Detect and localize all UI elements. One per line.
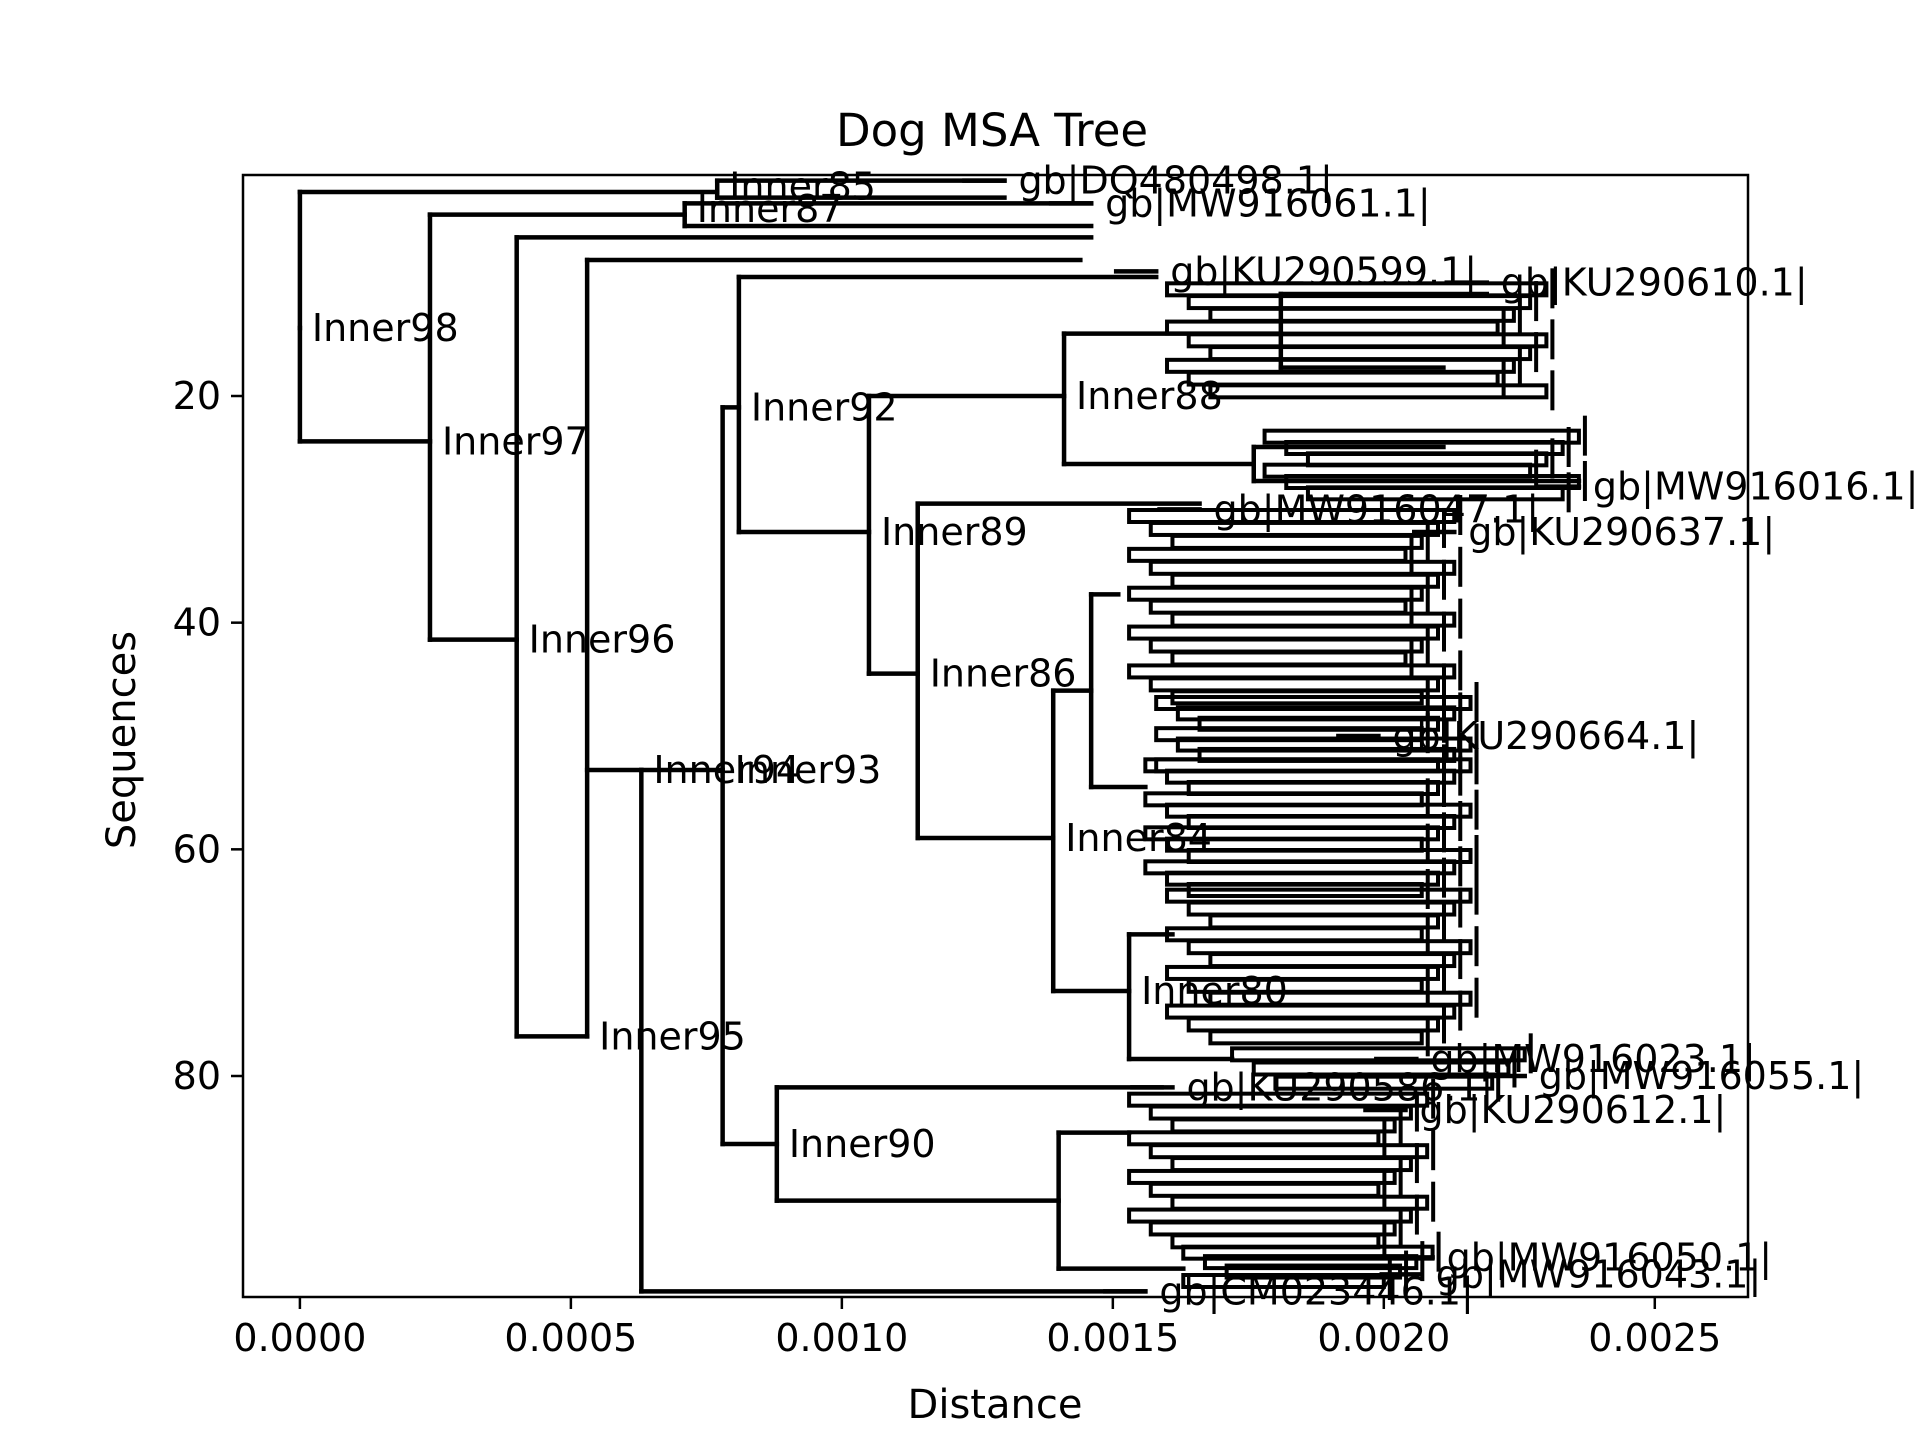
leaf-cluster-box: [1148, 559, 1457, 576]
internal-node-label: Inner86: [930, 652, 1077, 696]
leaf-label: gb|MW916055.1|: [1539, 1054, 1865, 1099]
leaf-cluster-box: [1181, 1244, 1435, 1261]
leaf-cluster-box: [1208, 345, 1533, 362]
leaf-cluster-box: [1186, 900, 1457, 917]
y-axis-label: Sequences: [99, 631, 145, 849]
leaf-cluster-box: [1186, 294, 1533, 311]
x-tick-label: 0.0015: [1046, 1316, 1179, 1360]
leaf-cluster-box: [1186, 370, 1500, 387]
leaf-cluster-box: [1186, 332, 1549, 349]
leaf-cluster-box: [1148, 598, 1408, 615]
leaf-cluster-box: [1170, 572, 1441, 589]
leaf-cluster-box: [1170, 533, 1424, 550]
leaf-cluster-box: [1127, 1168, 1397, 1185]
y-axis-ticks: 20 40 60 80: [173, 374, 243, 1098]
leaf-cluster-box: [1165, 926, 1424, 943]
leaf-cluster-box: [1181, 1273, 1386, 1289]
dense-leaf-clusters: [1127, 268, 1587, 1300]
leaf-cluster-box: [1127, 585, 1424, 602]
leaf-cluster-box: [1230, 1046, 1527, 1063]
internal-node-label: Inner84: [1065, 816, 1212, 860]
leaf-label: gb|KU290610.1|: [1501, 261, 1808, 306]
leaf-cluster-box: [1208, 1029, 1424, 1046]
chart-title: Dog MSA Tree: [836, 104, 1148, 157]
leaf-label: gb|MW916047.1|: [1214, 487, 1540, 532]
leaf-label: gb|MW916016.1|: [1593, 465, 1919, 510]
internal-node-label: Inner98: [312, 306, 459, 350]
internal-node-label: Inner94: [653, 748, 800, 792]
node-labels: Inner98Inner97Inner96Inner95Inner94Inner…: [312, 159, 1919, 1315]
leaf-label: gb|DQ480498.1|: [1018, 159, 1332, 204]
leaf-cluster-box: [1224, 1263, 1403, 1280]
leaf-cluster-box: [1208, 306, 1516, 323]
internal-node-label: Inner89: [881, 510, 1028, 554]
leaf-label: gb|KU290612.1|: [1419, 1088, 1726, 1133]
leaf-cluster-box: [1208, 383, 1549, 400]
leaf-label: gb|MW916050.1|: [1447, 1235, 1773, 1280]
leaf-label: gb|MW916061.1|: [1105, 181, 1431, 226]
internal-node-label: Inner88: [1076, 374, 1223, 418]
leaf-cluster-box: [1170, 1117, 1397, 1134]
internal-node-label: Inner92: [751, 385, 898, 429]
leaf-cluster-box: [1170, 1194, 1430, 1211]
leaf-cluster-box: [1127, 546, 1408, 563]
leaf-cluster-box: [1127, 663, 1457, 680]
internal-node-label: Inner87: [697, 187, 844, 231]
leaf-label: gb|KU290599.1|: [1170, 249, 1477, 294]
leaf-cluster-box: [1208, 913, 1441, 930]
internal-node-label: Inner80: [1141, 969, 1288, 1013]
x-axis-label: Distance: [908, 1382, 1083, 1428]
leaf-cluster-box: [1170, 1156, 1413, 1173]
y-tick-label: 20: [173, 374, 221, 418]
leaf-cluster-box: [1127, 624, 1441, 641]
x-tick-label: 0.0025: [1588, 1316, 1721, 1360]
x-tick-label: 0.0000: [233, 1316, 366, 1360]
leaf-label: gb|KU290664.1|: [1392, 714, 1699, 759]
leaf-label: gb|CM023446.1|: [1159, 1269, 1473, 1314]
leaf-label: gb|MW916023.1|: [1430, 1037, 1756, 1082]
leaf-cluster-box: [1251, 1060, 1511, 1077]
leaf-cluster-box: [1148, 637, 1424, 654]
leaf-cluster-box: [1273, 1074, 1495, 1091]
x-axis-ticks: 0.0000 0.0005 0.0010 0.0015 0.0020 0.0025: [233, 1297, 1721, 1360]
leaf-cluster-box: [1202, 1254, 1419, 1271]
leaf-cluster-box: [1148, 1181, 1381, 1198]
leaf-cluster-box: [1127, 1130, 1381, 1147]
internal-node-label: Inner85: [729, 164, 876, 208]
y-tick-label: 80: [173, 1054, 221, 1098]
y-tick-label: 40: [173, 601, 221, 645]
internal-node-label: Inner95: [599, 1014, 746, 1058]
y-tick-label: 60: [173, 827, 221, 871]
plot-frame: [241, 173, 1750, 1299]
leaf-cluster-box: [1186, 1016, 1441, 1033]
tree-branches: [297, 178, 1582, 1294]
x-tick-label: 0.0020: [1317, 1316, 1450, 1360]
leaf-label: gb|KU290637.1|: [1468, 510, 1775, 555]
leaf-cluster-box: [1165, 319, 1500, 336]
leaf-cluster-box: [1208, 952, 1457, 969]
internal-node-label: Inner96: [529, 618, 676, 662]
internal-node-label: Inner97: [442, 419, 589, 463]
leaf-cluster-box: [1170, 650, 1408, 667]
x-tick-label: 0.0005: [504, 1316, 637, 1360]
leaf-label: gb|KU290586.1|: [1186, 1065, 1493, 1110]
leaf-label: gb|MW916043.1|: [1436, 1252, 1762, 1297]
internal-node-label: Inner93: [735, 748, 882, 792]
leaf-cluster-box: [1305, 485, 1565, 502]
internal-node-label: Inner90: [789, 1122, 936, 1166]
leaf-cluster-box: [1148, 1220, 1397, 1237]
leaf-cluster-box: [1148, 676, 1441, 693]
x-tick-label: 0.0010: [775, 1316, 908, 1360]
leaf-cluster-box: [1127, 1207, 1413, 1224]
